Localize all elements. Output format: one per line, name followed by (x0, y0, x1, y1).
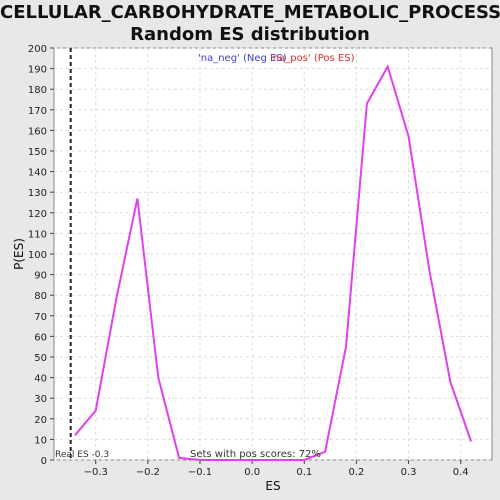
pos-scores-annotation: Sets with pos scores: 72% (190, 449, 321, 460)
y-tick-label: 50 (34, 353, 47, 364)
y-tick-label: 120 (28, 209, 47, 220)
x-tick-label: 0.4 (453, 467, 469, 478)
y-tick-label: 140 (28, 168, 47, 179)
legend-neg-es: 'na_neg' (Neg ES) (198, 53, 287, 64)
x-tick-label: −0.2 (136, 467, 160, 478)
y-tick-label: 90 (34, 271, 47, 282)
x-tick-label: −0.1 (188, 467, 212, 478)
y-tick-label: 190 (28, 65, 47, 76)
x-axis-ticks: −0.3 −0.2 −0.1 0.0 0.1 0.2 0.3 0.4 (84, 460, 469, 478)
y-tick-label: 200 (28, 44, 47, 55)
x-tick-label: 0.3 (401, 467, 417, 478)
y-tick-label: 130 (28, 188, 47, 199)
y-tick-label: 160 (28, 126, 47, 137)
y-tick-label: 40 (34, 374, 47, 385)
y-axis-label: P(ES) (12, 238, 26, 270)
y-tick-label: 180 (28, 85, 47, 96)
y-tick-label: 170 (28, 106, 47, 117)
es-distribution-line (74, 63, 473, 461)
y-tick-label: 30 (34, 394, 47, 405)
y-tick-label: 10 (34, 435, 47, 446)
y-tick-label: 100 (28, 250, 47, 261)
chart-title-line2: Random ES distribution (130, 24, 370, 45)
y-tick-label: 70 (34, 312, 47, 323)
x-tick-label: 0.0 (244, 467, 260, 478)
y-tick-label: 80 (34, 291, 47, 302)
y-axis-ticks: 0 10 20 30 40 50 60 70 80 90 100 110 120 130 140 150 160… (28, 44, 54, 467)
legend-pos-es: 'na_pos' (Pos ES) (270, 53, 355, 64)
y-tick-label: 60 (34, 332, 47, 343)
x-tick-label: 0.2 (348, 467, 364, 478)
grid-lines (54, 47, 492, 461)
y-tick-label: 0 (41, 456, 47, 467)
y-tick-label: 20 (34, 415, 47, 426)
y-tick-label: 150 (28, 147, 47, 158)
x-tick-label: 0.1 (296, 467, 312, 478)
real-es-label: Real ES -0.3 (55, 450, 109, 460)
x-tick-label: −0.3 (84, 467, 108, 478)
chart-title-line1: CELLULAR_CARBOHYDRATE_METABOLIC_PROCESS: (0, 2, 500, 23)
y-tick-label: 110 (28, 229, 47, 240)
x-axis-label: ES (265, 479, 280, 493)
